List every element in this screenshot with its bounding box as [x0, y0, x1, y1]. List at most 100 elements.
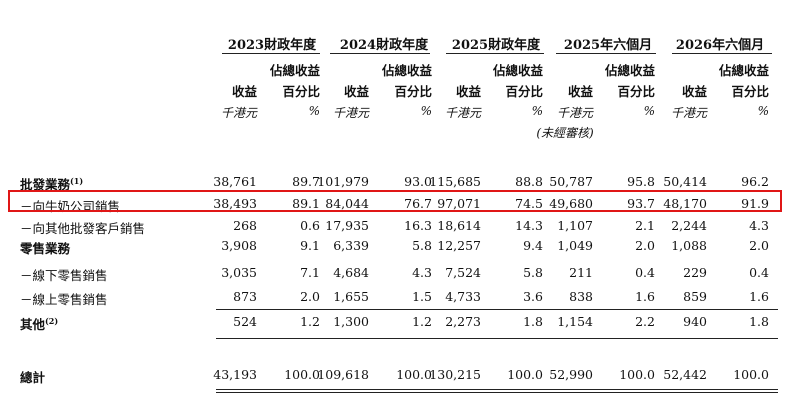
unit-pct-2024: %	[420, 104, 432, 118]
table-cell: 93.0	[404, 174, 432, 189]
table-cell: 0.4	[635, 265, 655, 280]
table-cell: 229	[683, 265, 707, 280]
header-rule-2025	[446, 53, 544, 54]
revenue-header-2023: 收益	[231, 84, 257, 99]
period-header-2025-6m: 2025年六個月	[563, 38, 653, 53]
table-cell: 88.8	[515, 174, 543, 189]
revenue-header-2026-6m: 收益	[681, 84, 707, 99]
table-cell: 38,761	[213, 174, 257, 189]
table-cell: 2.0	[635, 238, 655, 253]
table-cell: 1.2	[300, 314, 320, 329]
unit-revenue-2025: 千港元	[444, 106, 481, 120]
pct-header-top-2025-6m: 佔總收益	[604, 63, 655, 78]
table-cell: 16.3	[404, 218, 432, 233]
table-cell: 940	[683, 314, 707, 329]
header-rule-2024	[330, 53, 430, 54]
row-label-text: －線下零售銷售	[20, 268, 108, 283]
total-cell: 52,442	[663, 367, 707, 382]
unit-pct-2023: %	[308, 104, 320, 118]
table-cell: 12,257	[437, 238, 481, 253]
row-label-text: 零售業務	[20, 241, 71, 256]
table-cell: 1,655	[333, 289, 369, 304]
table-cell: 3.6	[523, 289, 543, 304]
pct-header-2026-6m: 百分比	[731, 84, 769, 99]
period-header-2023: 2023財政年度	[227, 38, 317, 53]
table-cell: 74.5	[515, 196, 543, 211]
unit-pct-2026-6m: %	[757, 104, 769, 118]
table-cell: 89.7	[292, 174, 320, 189]
pct-header-2023: 百分比	[282, 84, 320, 99]
total-cell: 52,990	[549, 367, 593, 382]
table-cell: 115,685	[429, 174, 481, 189]
pct-header-2025: 百分比	[505, 84, 543, 99]
table-cell: 0.4	[749, 265, 769, 280]
period-header-2025: 2025財政年度	[451, 38, 541, 53]
header-rule-2026-6m	[672, 53, 772, 54]
unit-revenue-2023: 千港元	[220, 106, 257, 120]
total-cell: 100.0	[396, 367, 432, 382]
row-label: －線下零售銷售	[20, 265, 108, 284]
table-cell: 3,035	[221, 265, 257, 280]
highlight-box	[8, 190, 782, 212]
table-cell: 14.3	[515, 218, 543, 233]
row-label: －線上零售銷售	[20, 289, 108, 308]
total-cell: 100.0	[284, 367, 320, 382]
table-cell: 838	[569, 289, 593, 304]
table-cell: 211	[569, 265, 593, 280]
table-cell: 1.5	[412, 289, 432, 304]
table-cell: 97,071	[437, 196, 481, 211]
table-cell: 5.8	[412, 238, 432, 253]
table-cell: 4,684	[333, 265, 369, 280]
table-cell: 524	[233, 314, 257, 329]
pct-header-top-2024: 佔總收益	[381, 63, 432, 78]
table-cell: 2.0	[300, 289, 320, 304]
total-cell: 100.0	[619, 367, 655, 382]
pct-header-2025-6m: 百分比	[617, 84, 655, 99]
table-cell: 48,170	[663, 196, 707, 211]
table-cell: 873	[233, 289, 257, 304]
unit-revenue-2024: 千港元	[332, 106, 369, 120]
pct-header-2024: 百分比	[394, 84, 432, 99]
table-cell: 6,339	[333, 238, 369, 253]
table-cell: 9.1	[300, 238, 320, 253]
table-cell: 7.1	[300, 265, 320, 280]
table-cell: 1,154	[557, 314, 593, 329]
table-cell: 1.2	[412, 314, 432, 329]
table-cell: 268	[233, 218, 257, 233]
row-label-text: －向其他批發客戶銷售	[20, 221, 146, 236]
subtotal-rule-bottom	[216, 338, 778, 339]
table-cell: 9.4	[523, 238, 543, 253]
table-cell: 18,614	[437, 218, 481, 233]
table-cell: 84,044	[325, 196, 369, 211]
table-cell: 1,300	[333, 314, 369, 329]
table-cell: 50,414	[663, 174, 707, 189]
pct-header-top-2023: 佔總收益	[269, 63, 320, 78]
unit-revenue-2026-6m: 千港元	[670, 106, 707, 120]
header-rule-2025-6m	[556, 53, 656, 54]
row-label: 批發業務(1)	[20, 174, 83, 193]
table-cell: 3,908	[221, 238, 257, 253]
revenue-header-2025-6m: 收益	[567, 84, 593, 99]
table-cell: 50,787	[549, 174, 593, 189]
total-label: 總計	[20, 370, 46, 385]
table-cell: 91.9	[741, 196, 769, 211]
period-header-2024: 2024財政年度	[339, 38, 429, 53]
row-footnote-marker: (1)	[70, 175, 84, 186]
table-cell: 1,088	[671, 238, 707, 253]
row-footnote-marker: (2)	[45, 315, 59, 326]
total-cell: 100.0	[733, 367, 769, 382]
row-label: 其他(2)	[20, 314, 58, 333]
table-cell: 7,524	[445, 265, 481, 280]
table-cell: 89.1	[292, 196, 320, 211]
total-cell: 43,193	[213, 367, 257, 382]
total-cell: 100.0	[507, 367, 543, 382]
table-cell: 5.8	[523, 265, 543, 280]
table-cell: 859	[683, 289, 707, 304]
pct-header-top-2025: 佔總收益	[492, 63, 543, 78]
revenue-header-2025: 收益	[455, 84, 481, 99]
table-cell: 1.6	[749, 289, 769, 304]
revenue-header-2024: 收益	[343, 84, 369, 99]
table-cell: 17,935	[325, 218, 369, 233]
unaudited-note: (未經審核)	[536, 126, 594, 140]
total-cell: 130,215	[429, 367, 481, 382]
